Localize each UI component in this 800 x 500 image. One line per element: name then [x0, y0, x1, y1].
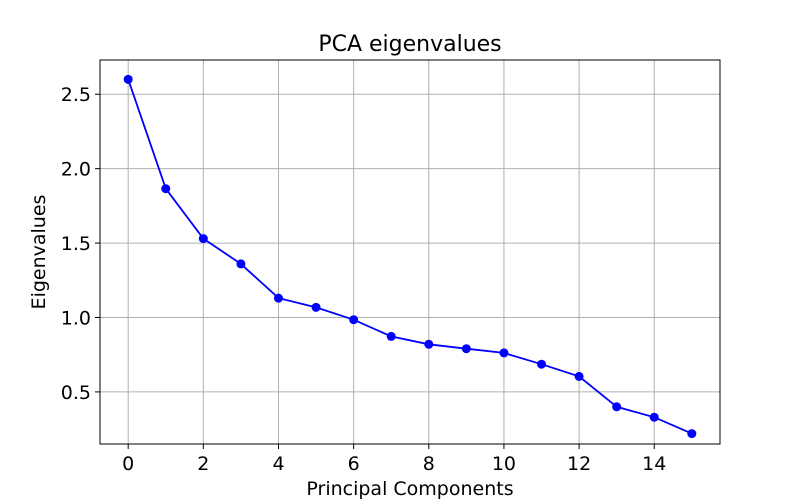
- data-point: [236, 259, 246, 269]
- data-point: [574, 371, 584, 381]
- data-point: [499, 348, 509, 358]
- x-tick-label: 6: [348, 453, 360, 475]
- chart-title: PCA eigenvalues: [318, 32, 501, 57]
- x-tick-label: 8: [423, 453, 435, 475]
- data-point: [649, 412, 659, 422]
- data-point: [386, 331, 396, 341]
- x-tick-label: 4: [272, 453, 284, 475]
- series-line: [127, 79, 693, 435]
- data-point: [349, 315, 359, 325]
- y-axis-ticks: 0.5 1.0 1.5 2.0 2.5: [61, 84, 100, 404]
- y-tick-label: 2.0: [61, 159, 91, 181]
- y-axis-label: Eigenvalues: [28, 195, 50, 310]
- x-axis-ticks: 0 2 4 6 8 10 12 14: [122, 444, 666, 475]
- x-axis-label: Principal Components: [306, 478, 513, 500]
- y-tick-label: 0.5: [61, 382, 91, 404]
- data-point: [123, 74, 133, 84]
- data-point: [537, 359, 547, 369]
- data-point: [424, 339, 434, 349]
- x-tick-label: 12: [567, 453, 591, 475]
- data-point: [461, 344, 471, 354]
- data-point: [612, 402, 622, 412]
- y-tick-label: 1.0: [61, 307, 91, 329]
- x-tick-label: 14: [642, 453, 666, 475]
- data-point: [198, 234, 208, 244]
- x-tick-label: 2: [197, 453, 209, 475]
- x-tick-label: 10: [492, 453, 516, 475]
- data-point: [161, 184, 171, 194]
- plot-frame: [99, 59, 721, 445]
- series-group: [123, 74, 697, 439]
- y-tick-label: 1.5: [61, 233, 91, 255]
- x-tick-label: 0: [122, 453, 134, 475]
- data-point: [273, 293, 283, 303]
- data-point: [311, 302, 321, 312]
- grid-lines: [100, 60, 720, 444]
- data-point: [687, 429, 697, 439]
- y-tick-label: 2.5: [61, 84, 91, 106]
